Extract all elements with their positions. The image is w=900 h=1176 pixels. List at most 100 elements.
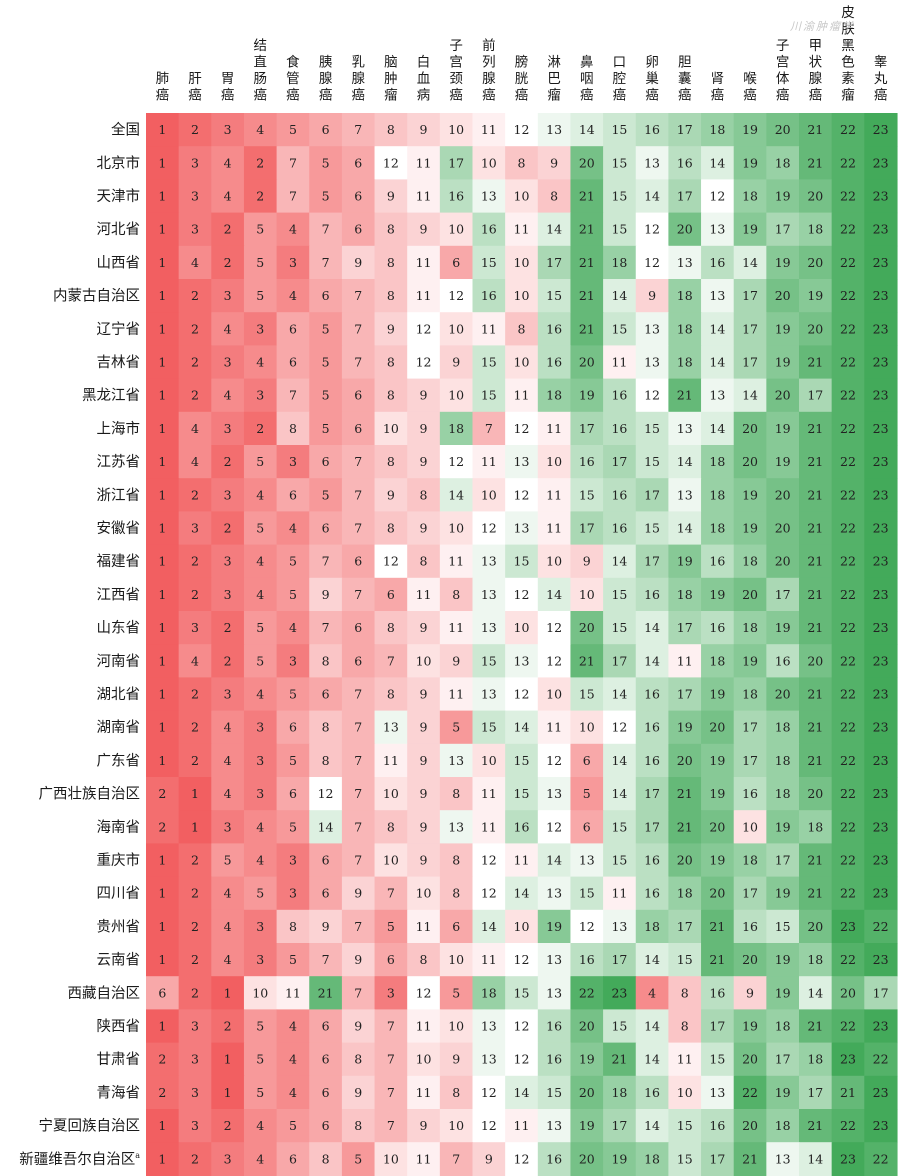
- cell-value-label: 23: [873, 321, 889, 336]
- cell-value-label: 2: [224, 454, 232, 469]
- heatmap-cell: [668, 644, 702, 678]
- cell-value-label: 12: [514, 1151, 530, 1166]
- heatmap-cell: [701, 511, 735, 546]
- cell-value-label: 1: [158, 189, 166, 204]
- heatmap-cell: [374, 511, 408, 546]
- cell-value-label: 2: [191, 853, 199, 868]
- heatmap-cell: [146, 909, 180, 944]
- heatmap-cell: [864, 312, 898, 346]
- heatmap-cell: [635, 411, 669, 446]
- heatmap-cell: [668, 312, 702, 346]
- heatmap-cell: [668, 710, 702, 745]
- cell-value-label: 23: [873, 454, 889, 469]
- cell-value-label: 23: [873, 521, 889, 536]
- cell-value-label: 11: [677, 1052, 693, 1067]
- cell-value-label: 6: [354, 222, 362, 237]
- cell-value-label: 16: [448, 189, 464, 204]
- cell-value-label: 13: [514, 653, 530, 668]
- cell-value-label: 21: [807, 421, 823, 436]
- cell-value-label: 21: [807, 620, 823, 635]
- heatmap-cell: [472, 1009, 506, 1044]
- cell-value-label: 4: [224, 189, 232, 204]
- heatmap-cell: [864, 876, 898, 911]
- heatmap-cell: [537, 710, 572, 745]
- heatmap-cell: [603, 1075, 637, 1110]
- cell-value-label: 6: [322, 288, 330, 303]
- cell-value-label: 6: [322, 1085, 330, 1100]
- heatmap-cell: [407, 810, 441, 844]
- heatmap-cell: [146, 478, 180, 512]
- cell-value-label: 10: [514, 355, 530, 370]
- heatmap-cell: [701, 1009, 735, 1044]
- cell-value-label: 22: [840, 1118, 856, 1133]
- heatmap-cell: [341, 146, 376, 180]
- column-header: 胰腺癌: [319, 55, 333, 104]
- heatmap-cell: [243, 179, 278, 214]
- cell-value-label: 21: [611, 1052, 627, 1067]
- heatmap-cell: [668, 1042, 702, 1077]
- heatmap-cell: [831, 345, 865, 380]
- cell-value-label: 6: [354, 189, 362, 204]
- cell-value-label: 5: [256, 620, 264, 635]
- cell-value-label: 11: [416, 255, 432, 270]
- heatmap-cell: [407, 777, 441, 811]
- heatmap-cell: [766, 146, 800, 180]
- cell-value-label: 5: [289, 819, 297, 834]
- heatmap-cell: [146, 876, 180, 911]
- heatmap-cell: [211, 212, 245, 247]
- cell-value-label: 5: [322, 321, 330, 336]
- cell-value-label: 23: [873, 122, 889, 137]
- heatmap-cell: [276, 777, 310, 811]
- cell-value-label: 20: [742, 454, 758, 469]
- heatmap-cell: [309, 943, 343, 977]
- heatmap-cell: [439, 810, 474, 844]
- cell-value-label: 21: [807, 687, 823, 702]
- heatmap-cell: [799, 511, 833, 546]
- cell-value-label: 7: [354, 687, 362, 702]
- cell-value-label: 18: [677, 886, 693, 901]
- cell-value-label: 3: [289, 853, 297, 868]
- cell-value-label: 1: [158, 1151, 166, 1166]
- heatmap-cell: [701, 312, 735, 346]
- cell-value-label: 6: [322, 1019, 330, 1034]
- heatmap-cell: [733, 577, 767, 612]
- heatmap-cell: [374, 445, 408, 479]
- cell-value-label: 2: [191, 886, 199, 901]
- cell-value-label: 18: [709, 487, 725, 502]
- cell-value-label: 11: [416, 1019, 432, 1034]
- heatmap-cell: [374, 1109, 408, 1143]
- heatmap-cell: [766, 345, 800, 380]
- heatmap-cell: [799, 411, 833, 446]
- cell-value-label: 6: [354, 421, 362, 436]
- row-header: 黑龙江省: [82, 387, 140, 404]
- cell-value-label: 3: [224, 421, 232, 436]
- heatmap-cell: [570, 1109, 604, 1143]
- cell-value-label: 15: [644, 454, 660, 469]
- heatmap-cell: [831, 909, 865, 944]
- cell-value-label: 16: [677, 155, 693, 170]
- heatmap-cell: [374, 478, 408, 512]
- heatmap-cell: [407, 1075, 441, 1110]
- heatmap-cell: [701, 411, 735, 446]
- heatmap-cell: [603, 644, 637, 678]
- cell-value-label: 12: [514, 687, 530, 702]
- cell-value-label: 8: [289, 919, 297, 934]
- heatmap-cell: [243, 544, 278, 579]
- cell-value-label: 16: [709, 985, 725, 1000]
- heatmap-cell: [603, 677, 637, 712]
- cell-value-label: 10: [481, 753, 497, 768]
- heatmap-cell: [766, 1075, 800, 1110]
- cell-value-label: 21: [579, 288, 595, 303]
- heatmap-cell: [341, 810, 376, 844]
- cell-value-label: 9: [420, 853, 428, 868]
- cell-value-label: 10: [546, 687, 562, 702]
- heatmap-cell: [603, 1042, 637, 1077]
- heatmap-cell: [243, 943, 278, 977]
- heatmap-cell: [472, 909, 506, 944]
- cell-value-label: 11: [416, 1085, 432, 1100]
- heatmap-cell: [211, 279, 245, 313]
- heatmap-cell: [831, 1075, 865, 1110]
- cell-value-label: 8: [387, 388, 395, 403]
- heatmap-cell: [243, 146, 278, 180]
- heatmap-cell: [178, 146, 212, 180]
